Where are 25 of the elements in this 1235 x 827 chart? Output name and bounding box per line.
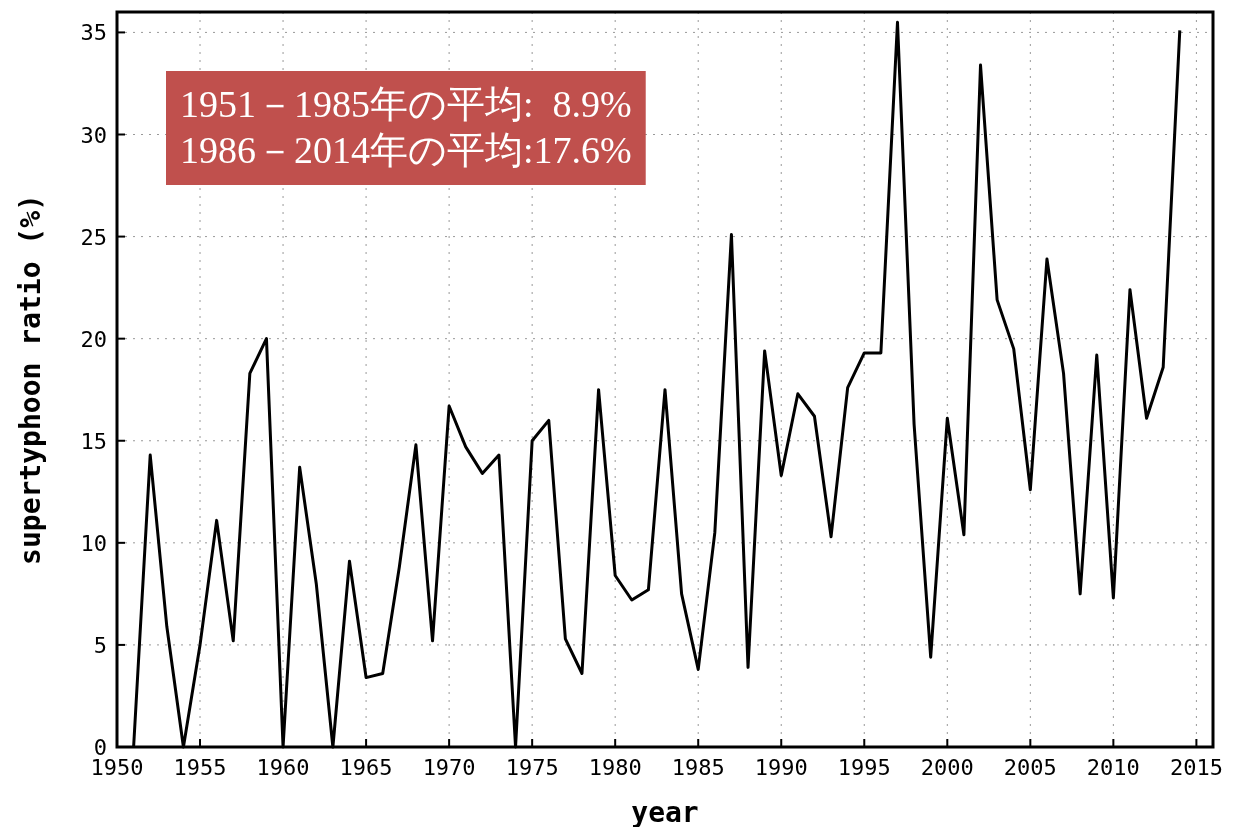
x-tick-label: 2000 [920, 755, 974, 780]
x-tick-label: 1970 [422, 755, 476, 780]
y-tick-label: 5 [93, 632, 107, 658]
x-tick-label: 1980 [588, 755, 642, 780]
x-axis-title: year [631, 796, 699, 827]
annotation-box: 1951－1985年の平均: 8.9% 1986－2014年の平均:17.6% [166, 71, 646, 185]
y-axis-title: supertyphoon ratio (%) [14, 194, 47, 565]
x-tick-label: 2010 [1086, 755, 1140, 780]
x-tick-label: 2015 [1169, 755, 1223, 780]
y-tick-label: 20 [80, 326, 107, 352]
x-tick-label: 1990 [754, 755, 808, 780]
x-tick-label: 1955 [173, 755, 227, 780]
x-tick-label: 1960 [256, 755, 310, 780]
x-tick-label: 1965 [339, 755, 393, 780]
x-tick-label: 2005 [1003, 755, 1057, 780]
x-tick-label: 1975 [505, 755, 559, 780]
y-tick-label: 25 [80, 224, 107, 250]
annotation: 1951－1985年の平均: 8.9% [180, 83, 632, 125]
x-tick-label: 1995 [837, 755, 891, 780]
y-tick-label: 35 [80, 20, 107, 46]
x-tick-label: 1985 [671, 755, 725, 780]
annotation: 1986－2014年の平均:17.6% [180, 129, 632, 171]
y-tick-label: 30 [80, 122, 107, 148]
y-tick-label: 10 [80, 530, 107, 556]
y-tick-label: 15 [80, 428, 107, 454]
